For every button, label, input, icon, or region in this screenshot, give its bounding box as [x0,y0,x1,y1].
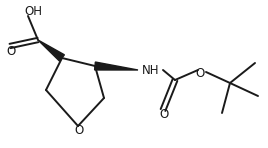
Text: O: O [75,123,84,136]
Text: OH: OH [24,4,42,17]
Text: O: O [159,108,169,122]
Polygon shape [95,62,138,70]
Text: NH: NH [142,63,160,77]
Text: O: O [195,66,205,79]
Text: O: O [6,45,16,58]
Polygon shape [38,40,64,61]
